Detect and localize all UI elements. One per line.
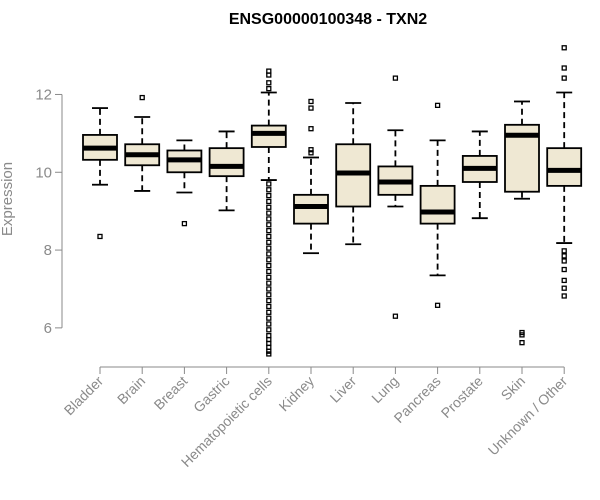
outlier-point <box>266 327 272 333</box>
box-unknown-other <box>546 45 583 299</box>
box-iqr <box>208 147 245 178</box>
box-iqr <box>293 193 329 225</box>
outlier-point <box>308 98 314 105</box>
outlier-point <box>561 248 567 254</box>
outlier-point <box>266 216 272 222</box>
box-iqr <box>250 124 287 148</box>
y-axis-title: Expression <box>0 162 16 236</box>
outlier-point <box>308 105 314 111</box>
x-category-label: Liver <box>327 373 360 406</box>
outlier-point <box>561 45 567 51</box>
outlier-point <box>181 220 188 227</box>
box-iqr <box>546 147 583 187</box>
box-liver <box>335 102 372 246</box>
outlier-point <box>97 233 103 240</box>
outlier-point <box>519 332 525 338</box>
box-skin <box>504 100 540 346</box>
box-brain <box>124 94 161 192</box>
outlier-point <box>266 204 272 210</box>
outlier-point <box>561 258 567 264</box>
outlier-point <box>519 340 525 346</box>
outlier-point <box>561 266 567 273</box>
outlier-point <box>266 198 272 205</box>
outlier-point <box>266 262 272 269</box>
outlier-point <box>266 80 272 86</box>
outlier-point <box>266 309 272 315</box>
x-category-label: Bladder <box>61 373 107 419</box>
y-tick-label: 6 <box>44 320 52 337</box>
x-category-label: Lung <box>368 373 401 406</box>
outlier-point <box>561 293 567 299</box>
outlier-point <box>308 150 314 156</box>
outlier-point <box>266 192 272 199</box>
outlier-point <box>266 286 272 292</box>
box-breast <box>166 139 203 227</box>
outlier-point <box>266 239 272 245</box>
outlier-point <box>266 245 272 251</box>
box-bladder <box>82 107 118 240</box>
outlier-point <box>266 280 272 286</box>
outlier-point <box>266 227 272 234</box>
boxes-group <box>82 45 583 357</box>
outlier-point <box>434 302 441 308</box>
outlier-point <box>266 181 272 187</box>
outlier-point <box>392 313 399 319</box>
outlier-point <box>266 348 272 354</box>
outlier-point <box>434 102 441 109</box>
outlier-point <box>266 210 272 216</box>
outlier-point <box>266 315 272 321</box>
outlier-point <box>266 222 272 228</box>
x-category-label: Brain <box>114 373 148 407</box>
outlier-point <box>266 268 272 275</box>
outlier-point <box>561 75 567 81</box>
outlier-point <box>266 292 272 298</box>
x-category-label: Prostate <box>438 373 486 421</box>
x-category-label: Pancreas <box>391 373 444 426</box>
outlier-point <box>561 277 567 284</box>
outlier-point <box>266 251 272 257</box>
y-tick-label: 8 <box>44 242 52 259</box>
x-category-label: Unknown / Other <box>485 373 571 459</box>
outlier-point <box>561 285 567 291</box>
y-tick-label: 10 <box>35 164 52 181</box>
outlier-point <box>139 94 145 101</box>
box-gastric <box>208 130 245 212</box>
outlier-point <box>266 257 272 263</box>
outlier-point <box>266 274 272 280</box>
x-category-label: Breast <box>151 373 191 413</box>
outlier-point <box>266 85 272 92</box>
box-hematopoietic-cells <box>250 68 287 357</box>
outlier-point <box>266 72 272 78</box>
chart-title: ENSG00000100348 - TXN2 <box>229 11 427 28</box>
box-pancreas <box>419 102 456 308</box>
box-prostate <box>461 130 498 220</box>
outlier-point <box>266 303 272 310</box>
y-tick-label: 12 <box>35 86 52 103</box>
x-category-label: Kidney <box>276 373 318 415</box>
outlier-point <box>266 321 272 327</box>
y-axis: 6 8 10 12 <box>35 86 63 337</box>
outlier-point <box>308 147 314 153</box>
outlier-point <box>266 233 272 240</box>
box-kidney <box>293 98 329 255</box>
box-iqr <box>419 184 456 225</box>
outlier-point <box>392 75 399 81</box>
x-category-label: Skin <box>498 373 529 404</box>
outlier-point <box>266 297 272 304</box>
box-lung <box>377 75 414 319</box>
outlier-point <box>266 351 272 357</box>
outlier-point <box>561 253 567 259</box>
outlier-point <box>308 126 314 132</box>
outlier-point <box>266 187 272 193</box>
outlier-point <box>561 65 567 71</box>
